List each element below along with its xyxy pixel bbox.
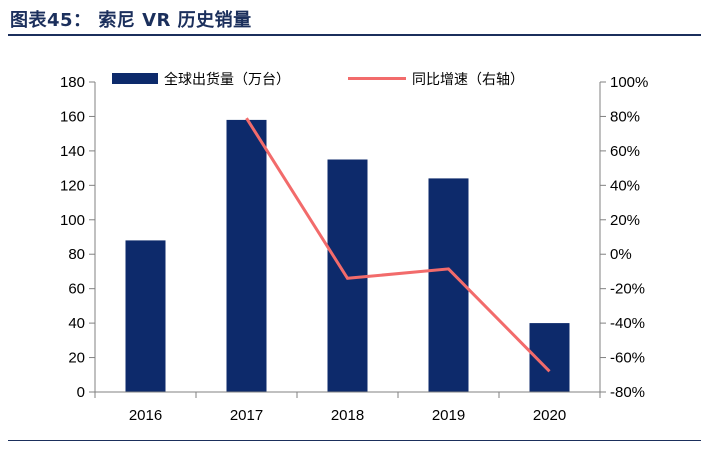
x-tick-label: 2019 <box>432 407 465 424</box>
right-tick-label: 0% <box>610 246 632 263</box>
right-tick-label: 60% <box>610 143 640 160</box>
right-tick-label: -80% <box>610 384 645 401</box>
legend-bar-swatch <box>112 73 158 84</box>
left-tick-label: 180 <box>60 74 85 91</box>
right-tick-label: 80% <box>610 108 640 125</box>
legend-line-label: 同比增速（右轴） <box>412 72 524 88</box>
right-tick-label: 100% <box>610 74 648 91</box>
right-tick-label: -20% <box>610 281 645 298</box>
axes-layer: 0 20 40 60 80 100 120 140 160 180 -80% -60% -40% -20%… <box>60 74 648 424</box>
footer-divider <box>8 440 701 441</box>
left-tick-label: 20 <box>68 350 85 367</box>
left-tick-label: 60 <box>68 281 85 298</box>
right-tick-label: -40% <box>610 315 645 332</box>
combo-chart: 0 20 40 60 80 100 120 140 160 180 -80% -60% -40% -20%… <box>60 71 648 424</box>
figure-header: 图表45： 索尼 VR 历史销量 <box>0 0 709 38</box>
bars-layer <box>125 119 570 393</box>
left-tick-label: 120 <box>60 177 85 194</box>
bar-2017 <box>226 119 267 393</box>
left-tick-label: 0 <box>77 384 85 401</box>
bar-2019 <box>428 178 469 392</box>
growth-line <box>245 117 551 373</box>
x-tick-label: 2020 <box>533 407 566 424</box>
left-tick-label: 140 <box>60 143 85 160</box>
x-tick-label: 2016 <box>129 407 162 424</box>
x-tick-label: 2018 <box>331 407 364 424</box>
x-tick-label: 2017 <box>230 407 263 424</box>
header-divider <box>8 34 701 36</box>
figure-title: 图表45： 索尼 VR 历史销量 <box>10 10 252 31</box>
right-tick-label: 20% <box>610 212 640 229</box>
right-tick-label: -60% <box>610 350 645 367</box>
left-tick-label: 80 <box>68 246 85 263</box>
legend-bar-label: 全球出货量（万台） <box>164 71 290 88</box>
left-tick-label: 40 <box>68 315 85 332</box>
left-tick-label: 160 <box>60 108 85 125</box>
left-tick-label: 100 <box>60 212 85 229</box>
line-layer <box>245 117 551 373</box>
bar-2016 <box>125 240 166 392</box>
right-tick-label: 40% <box>610 177 640 194</box>
legend: 全球出货量（万台） 同比增速（右轴） <box>112 71 524 88</box>
